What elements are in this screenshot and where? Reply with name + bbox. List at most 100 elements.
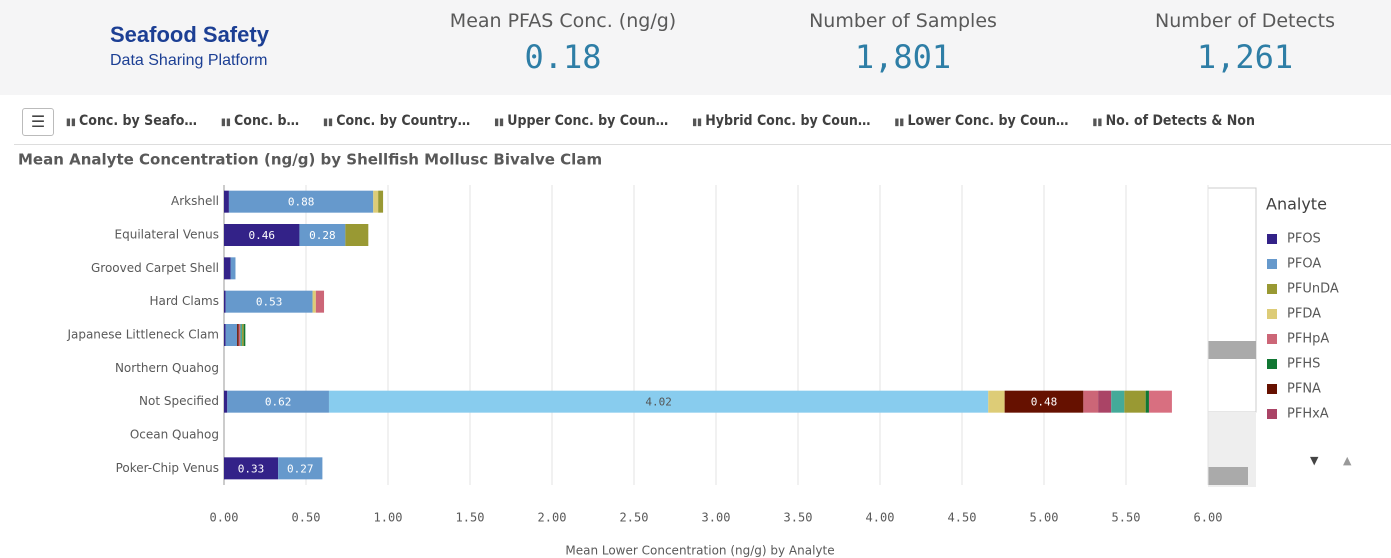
- legend-label: PFHpA: [1287, 332, 1329, 347]
- x-tick-label: 2.00: [538, 511, 567, 525]
- data-label: 0.62: [265, 396, 292, 409]
- minimap: [1207, 187, 1257, 413]
- bar-segment: [1098, 390, 1112, 413]
- kpi: Number of Detects 1,261: [1095, 10, 1391, 76]
- kpi-value: 1,261: [1196, 38, 1294, 76]
- kpi-value: 0.18: [524, 38, 602, 76]
- bar-segment: [373, 190, 379, 213]
- bar-segment: [225, 290, 313, 313]
- legend-title: Analyte: [1266, 195, 1327, 214]
- scroll-down[interactable]: ▼: [1310, 454, 1319, 467]
- legend-label: PFDA: [1287, 307, 1321, 322]
- menu-button[interactable]: ☰: [22, 108, 54, 136]
- y-tick-label: Arkshell: [171, 194, 219, 208]
- bar-segment: [230, 257, 236, 280]
- bar-segment: [1111, 390, 1125, 413]
- y-tick-label: Equilateral Venus: [115, 228, 219, 242]
- tab[interactable]: Upper Conc. by Coun…: [494, 113, 668, 129]
- bar-segment: [240, 324, 243, 346]
- bar-segment: [228, 190, 374, 213]
- bar-segment: [1145, 390, 1149, 413]
- x-tick-label: 1.50: [456, 511, 485, 525]
- bar-segment: [224, 390, 228, 413]
- header: Seafood Safety Data Sharing Platform Mea…: [0, 0, 1391, 95]
- y-tick-label: Northern Quahog: [115, 361, 219, 375]
- x-tick-label: 5.00: [1030, 511, 1059, 525]
- legend-swatch: [1267, 234, 1277, 244]
- x-tick-label: 2.50: [620, 511, 649, 525]
- scroll-up[interactable]: ▲: [1343, 454, 1352, 467]
- x-tick-label: 3.50: [784, 511, 813, 525]
- legend-swatch: [1267, 409, 1277, 419]
- bar-segment: [1083, 390, 1099, 413]
- chart-title: Mean Analyte Concentration (ng/g) by She…: [18, 151, 602, 169]
- kpi-label: Mean PFAS Conc. (ng/g): [449, 10, 677, 32]
- legend-label: PFHS: [1287, 357, 1320, 372]
- y-tick-label: Poker-Chip Venus: [116, 461, 219, 475]
- x-tick-label: 4.00: [866, 511, 895, 525]
- tab[interactable]: Conc. by Country…: [323, 113, 470, 129]
- bar-segment: [224, 324, 226, 346]
- bar-segment: [328, 390, 989, 413]
- bar-segment: [224, 190, 229, 213]
- bar-segment: [1124, 390, 1146, 413]
- logo-title: Seafood Safety: [110, 22, 269, 47]
- legend-swatch: [1267, 359, 1277, 369]
- data-label: 0.46: [248, 229, 275, 242]
- x-tick-label: 5.50: [1112, 511, 1141, 525]
- y-tick-label: Grooved Carpet Shell: [91, 261, 219, 275]
- kpi-label: Number of Samples: [809, 10, 997, 32]
- bar-segment: [278, 457, 323, 480]
- x-tick-label: 3.00: [702, 511, 731, 525]
- tab[interactable]: Conc. by Seafo…: [66, 113, 197, 129]
- kpi-label: Number of Detects: [1155, 10, 1335, 32]
- bar-segment: [312, 290, 316, 313]
- legend-swatch: [1267, 259, 1277, 269]
- chart: Mean Analyte Concentration (ng/g) by She…: [18, 151, 1352, 558]
- x-tick-label: 1.00: [374, 511, 403, 525]
- y-tick-label: Not Specified: [139, 394, 219, 408]
- legend-label: PFNA: [1287, 382, 1321, 397]
- x-tick-label: 4.50: [948, 511, 977, 525]
- minimap-bar: [1208, 467, 1248, 485]
- bar-segment: [315, 290, 325, 313]
- data-label: 0.53: [256, 296, 283, 309]
- logo-subtitle: Data Sharing Platform: [110, 52, 268, 69]
- x-axis-title: Mean Lower Concentration (ng/g) by Analy…: [565, 544, 834, 558]
- tab[interactable]: Conc. b…: [221, 113, 299, 129]
- legend-label: PFOS: [1287, 232, 1321, 247]
- bar-segment: [299, 224, 346, 246]
- tab[interactable]: Lower Conc. by Coun…: [894, 113, 1069, 129]
- bar-segment: [988, 390, 1005, 413]
- tab-bar: ☰ Conc. by Seafo… Conc. b… Conc. by Country…: [14, 100, 1391, 145]
- y-tick-label: Ocean Quahog: [130, 428, 219, 442]
- kpi: Number of Samples 1,801: [753, 10, 1053, 76]
- x-tick-label: 6.00: [1194, 511, 1223, 525]
- bar-segment: [224, 457, 279, 480]
- tab[interactable]: No. of Detects & Non: [1093, 113, 1255, 129]
- bar-segment: [227, 390, 329, 413]
- minimap-bar: [1208, 341, 1256, 359]
- y-tick-label: Hard Clams: [149, 294, 219, 308]
- bar-segment: [224, 257, 231, 280]
- legend-swatch: [1267, 334, 1277, 344]
- kpi: Mean PFAS Conc. (ng/g) 0.18: [413, 10, 713, 76]
- legend-label: PFUnDA: [1287, 282, 1339, 297]
- data-label: 0.27: [287, 462, 314, 475]
- legend-swatch: [1267, 309, 1277, 319]
- data-label: 0.88: [288, 196, 315, 209]
- data-label: 0.33: [238, 462, 265, 475]
- tab[interactable]: Hybrid Conc. by Coun…: [692, 113, 870, 129]
- bar-segment: [224, 290, 226, 313]
- data-label: 4.02: [645, 396, 672, 409]
- bar-segment: [224, 224, 300, 246]
- x-tick-label: 0.50: [292, 511, 321, 525]
- bar-segment: [237, 324, 239, 346]
- legend-label: PFOA: [1287, 257, 1321, 272]
- x-tick-label: 0.00: [210, 511, 239, 525]
- y-tick-label: Japanese Littleneck Clam: [66, 328, 219, 342]
- data-label: 0.28: [309, 229, 336, 242]
- bar-segment: [242, 324, 244, 346]
- legend-label: PFHxA: [1287, 407, 1329, 422]
